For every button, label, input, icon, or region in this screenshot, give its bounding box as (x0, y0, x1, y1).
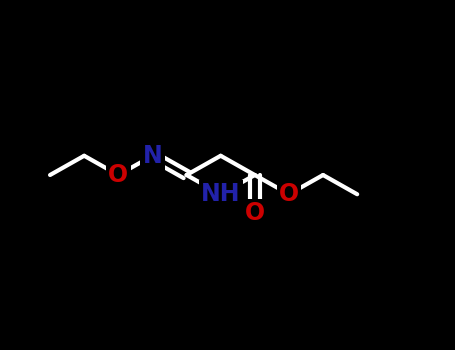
Text: O: O (245, 202, 265, 225)
Text: O: O (108, 163, 128, 187)
Text: NH: NH (201, 182, 240, 206)
Text: O: O (279, 182, 299, 206)
Text: N: N (142, 144, 162, 168)
